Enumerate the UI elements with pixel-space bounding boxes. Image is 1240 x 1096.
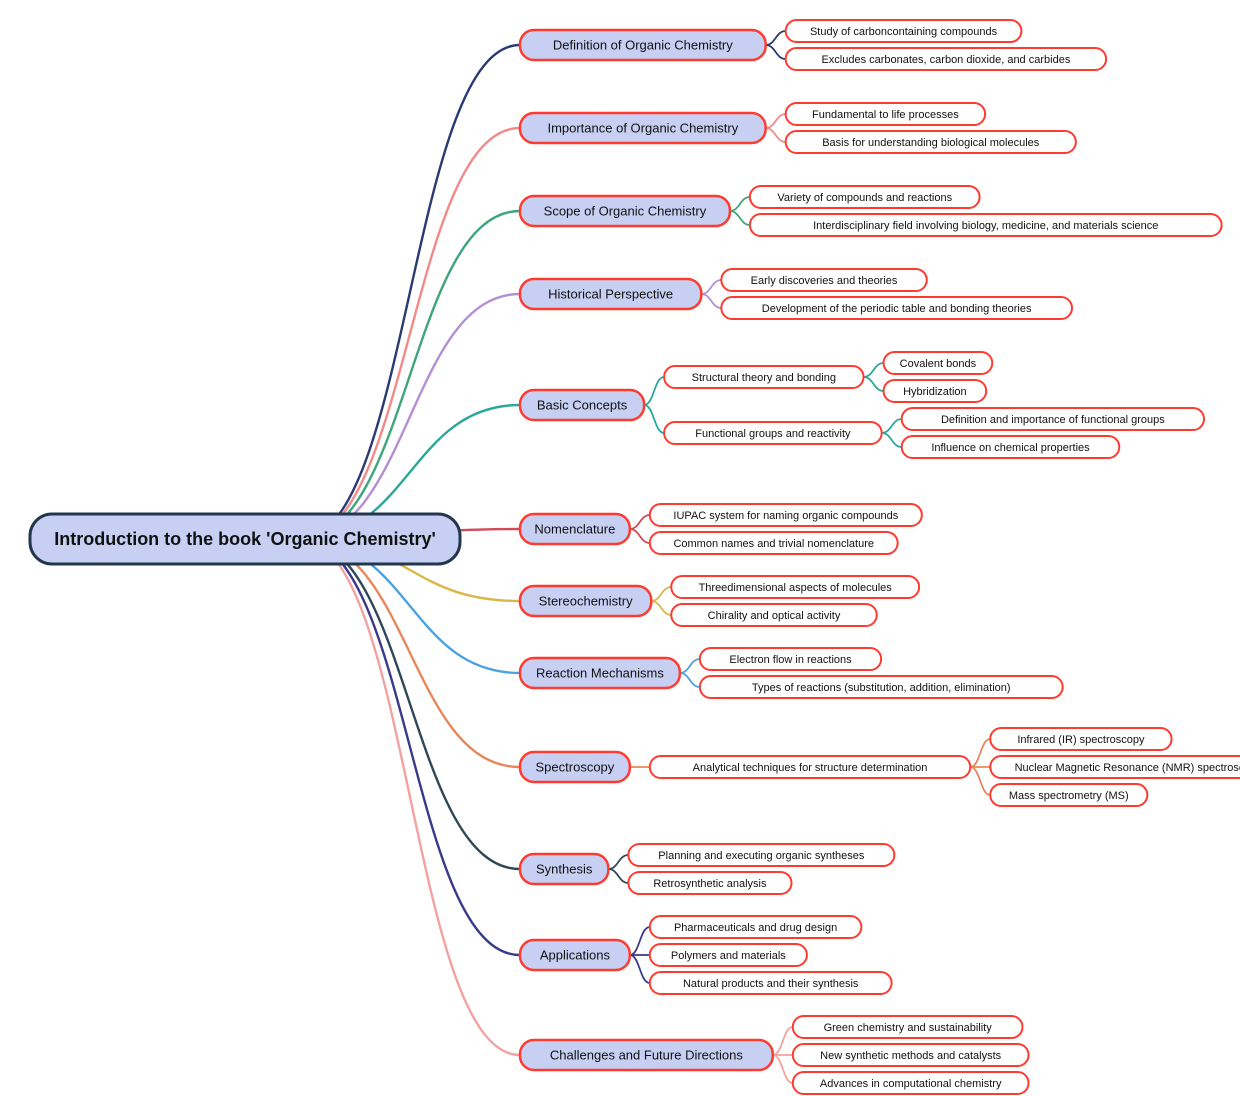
leaf-node-label: Basis for understanding biological molec…: [822, 137, 1040, 149]
edge: [701, 280, 721, 294]
leaf-node-label: Threedimensional aspects of molecules: [699, 582, 893, 594]
leaf-node-label: Green chemistry and sustainability: [824, 1022, 993, 1034]
edge: [300, 211, 520, 539]
edge: [882, 419, 902, 433]
branch-node-label: Stereochemistry: [539, 594, 633, 609]
edge: [730, 211, 750, 225]
branch-node-label: Importance of Organic Chemistry: [547, 121, 738, 136]
leaf-node-label: Development of the periodic table and bo…: [762, 303, 1032, 315]
edge: [644, 405, 664, 433]
edge: [630, 927, 650, 955]
leaf-node-label: Excludes carbonates, carbon dioxide, and…: [821, 54, 1070, 66]
branch-node-label: Scope of Organic Chemistry: [544, 204, 707, 219]
leaf-node-label: Study of carboncontaining compounds: [810, 26, 998, 38]
leaf-node-label: Types of reactions (substitution, additi…: [752, 682, 1011, 694]
leaf-node-label: Electron flow in reactions: [729, 654, 852, 666]
leaf-node-label: Functional groups and reactivity: [695, 428, 851, 440]
leaf-node-label: Definition and importance of functional …: [941, 414, 1165, 426]
leaf-node-label: Covalent bonds: [900, 358, 977, 370]
leaf-node-label: Analytical techniques for structure dete…: [693, 762, 928, 774]
leaf-node-label: Advances in computational chemistry: [820, 1078, 1002, 1090]
edge: [864, 377, 884, 391]
edge: [864, 363, 884, 377]
leaf-node-label: Planning and executing organic syntheses: [658, 850, 865, 862]
leaf-node-label: Mass spectrometry (MS): [1009, 790, 1129, 802]
branch-node-label: Basic Concepts: [537, 398, 628, 413]
root-label: Introduction to the book 'Organic Chemis…: [54, 529, 436, 549]
nodes-layer: Introduction to the book 'Organic Chemis…: [30, 20, 1240, 1094]
edge: [730, 197, 750, 211]
edge: [773, 1055, 793, 1083]
edge: [680, 659, 700, 673]
leaf-node-label: IUPAC system for naming organic compound…: [673, 510, 898, 522]
edge: [651, 587, 671, 601]
leaf-node-label: Common names and trivial nomenclature: [673, 538, 874, 550]
leaf-node-label: Polymers and materials: [671, 950, 786, 962]
branch-node-label: Challenges and Future Directions: [550, 1048, 743, 1063]
edge: [970, 739, 990, 767]
leaf-node-label: New synthetic methods and catalysts: [820, 1050, 1001, 1062]
leaf-node-label: Early discoveries and theories: [751, 275, 898, 287]
branch-node-label: Nomenclature: [534, 522, 615, 537]
edge: [773, 1027, 793, 1055]
leaf-node-label: Retrosynthetic analysis: [653, 878, 767, 890]
edge: [608, 869, 628, 883]
edge: [680, 673, 700, 687]
branch-node-label: Spectroscopy: [536, 760, 615, 775]
edge: [766, 31, 786, 45]
leaf-node-label: Pharmaceuticals and drug design: [674, 922, 837, 934]
leaf-node-label: Natural products and their synthesis: [683, 978, 859, 990]
leaf-node-label: Fundamental to life processes: [812, 109, 959, 121]
leaf-node-label: Infrared (IR) spectroscopy: [1017, 734, 1145, 746]
edge: [970, 767, 990, 795]
edge: [766, 45, 786, 59]
mindmap-canvas: Introduction to the book 'Organic Chemis…: [0, 0, 1240, 1096]
edge: [882, 433, 902, 447]
branch-node-label: Applications: [540, 948, 611, 963]
edge: [300, 45, 520, 539]
edge: [766, 114, 786, 128]
edge: [701, 294, 721, 308]
branch-node-label: Reaction Mechanisms: [536, 666, 664, 681]
branch-node-label: Historical Perspective: [548, 287, 673, 302]
edge: [630, 529, 650, 543]
leaf-node-label: Chirality and optical activity: [708, 610, 841, 622]
edge: [630, 955, 650, 983]
edge: [300, 128, 520, 539]
branch-node-label: Definition of Organic Chemistry: [553, 38, 733, 53]
edge: [766, 128, 786, 142]
edge: [300, 539, 520, 767]
edge: [300, 539, 520, 1055]
leaf-node-label: Variety of compounds and reactions: [777, 192, 952, 204]
leaf-node-label: Influence on chemical properties: [931, 442, 1090, 454]
edge: [300, 539, 520, 955]
edge: [300, 539, 520, 869]
edge: [651, 601, 671, 615]
edge: [608, 855, 628, 869]
edge: [630, 515, 650, 529]
leaf-node-label: Hybridization: [903, 386, 967, 398]
branch-node-label: Synthesis: [536, 862, 593, 877]
leaf-node-label: Structural theory and bonding: [692, 372, 836, 384]
edge: [644, 377, 664, 405]
leaf-node-label: Nuclear Magnetic Resonance (NMR) spectro…: [1015, 762, 1240, 774]
leaf-node-label: Interdisciplinary field involving biolog…: [813, 220, 1158, 232]
